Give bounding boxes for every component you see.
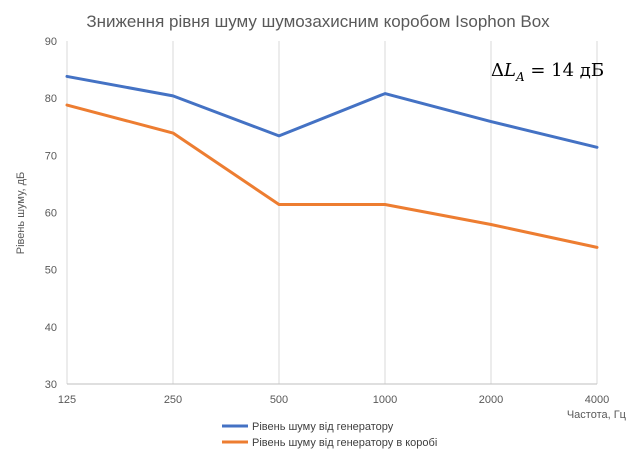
y-tick-label: 30 bbox=[45, 379, 57, 391]
x-axis-label: Частота, Гц bbox=[567, 409, 627, 421]
annotation-l: L bbox=[503, 60, 516, 81]
legend-item-generator-in-box: Рівень шуму від генератору в коробі bbox=[222, 437, 437, 449]
axis-layer: 30 40 50 60 70 80 90 125 250 500 1000 2000 4000 bbox=[45, 36, 609, 406]
legend: Рівень шуму від генератору Рівень шуму в… bbox=[222, 421, 437, 449]
x-tick-label: 125 bbox=[58, 394, 76, 406]
legend-label-generator: Рівень шуму від генератору bbox=[252, 421, 394, 433]
x-tick-label: 4000 bbox=[585, 394, 609, 406]
series-layer bbox=[65, 74, 599, 249]
y-tick-label: 70 bbox=[45, 150, 57, 162]
grid-layer bbox=[66, 41, 598, 384]
annotation-sub: A bbox=[515, 70, 525, 84]
legend-label-generator-in-box: Рівень шуму від генератору в коробі bbox=[252, 437, 437, 449]
y-tick-label: 60 bbox=[45, 208, 57, 220]
legend-item-generator: Рівень шуму від генератору bbox=[222, 421, 394, 433]
annotation-delta: Δ bbox=[491, 60, 504, 81]
delta-la-annotation: ΔLA = 14 дБ bbox=[491, 60, 604, 84]
x-tick-label: 500 bbox=[270, 394, 288, 406]
y-tick-label: 40 bbox=[45, 322, 57, 334]
x-tick-label: 2000 bbox=[479, 394, 503, 406]
chart-title: Зниження рівня шуму шумозахисним коробом… bbox=[86, 12, 550, 31]
y-tick-label: 90 bbox=[45, 36, 57, 48]
y-tick-label: 80 bbox=[45, 93, 57, 105]
x-tick-label: 250 bbox=[164, 394, 182, 406]
y-tick-label: 50 bbox=[45, 265, 57, 277]
x-tick-label: 1000 bbox=[373, 394, 397, 406]
series-line-1 bbox=[65, 74, 599, 149]
annotation-rest: = 14 дБ bbox=[525, 60, 604, 81]
series-line-2 bbox=[65, 103, 599, 249]
y-axis-label: Рівень шуму, дБ bbox=[15, 172, 27, 255]
